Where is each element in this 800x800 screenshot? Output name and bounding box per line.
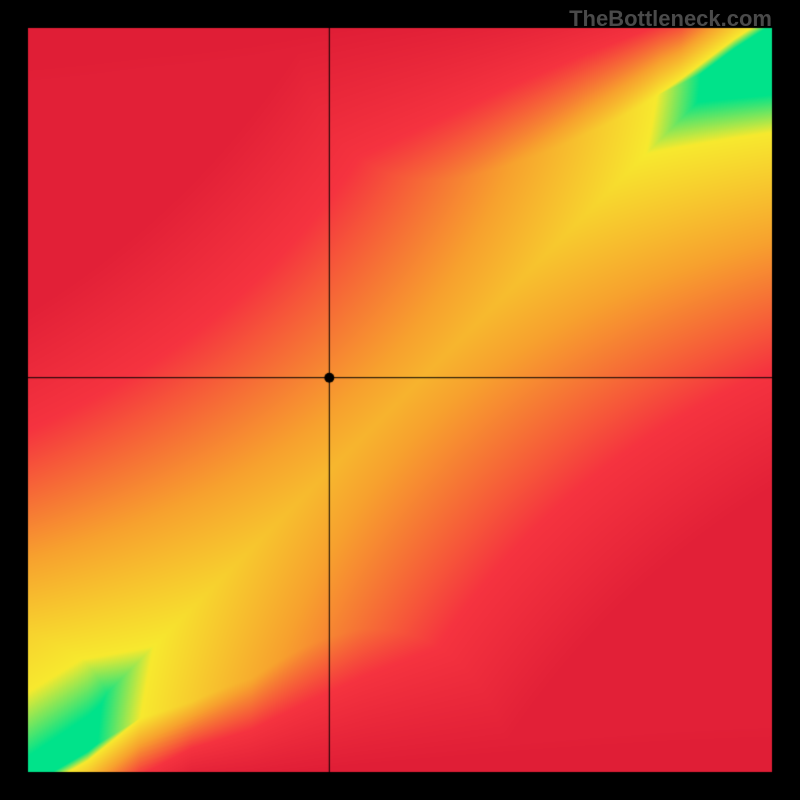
watermark-text: TheBottleneck.com bbox=[569, 6, 772, 32]
bottleneck-heatmap bbox=[0, 0, 800, 800]
